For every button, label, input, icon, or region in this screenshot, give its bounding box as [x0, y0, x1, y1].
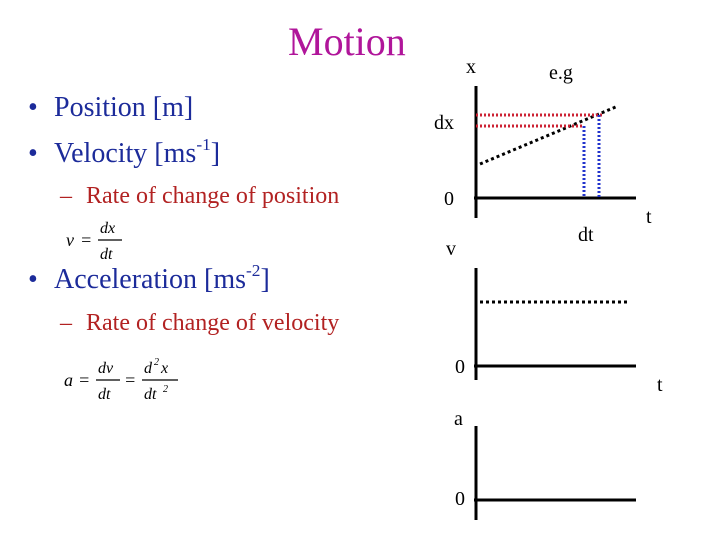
velocity-graph [474, 268, 636, 380]
acceleration-equation: a = dv dt = d 2 x dt 2 [64, 357, 178, 403]
bullet-dot: • [28, 264, 38, 295]
bullet-acceleration-close: ] [260, 264, 270, 295]
dx-label: dx [434, 112, 454, 134]
acceleration-graph [474, 426, 636, 520]
slide-title: Motion [288, 19, 406, 64]
eq-a-den2-exp: 2 [163, 384, 168, 395]
bullet-position-text: Position [m] [54, 92, 194, 123]
bullet-acceleration: • Acceleration [ms-2] [28, 260, 270, 296]
acceleration-unit-exponent: -2 [246, 260, 261, 280]
position-time-label: t [646, 206, 652, 228]
dt-label: dt [578, 224, 594, 246]
acceleration-subpoint-text: Rate of change of velocity [86, 310, 340, 336]
position-origin-label: 0 [444, 188, 454, 210]
eq-v-lhs: v [66, 230, 74, 250]
example-label: e.g [549, 62, 573, 84]
eq-a-num2-var: x [160, 360, 168, 377]
sub-dash: – [60, 183, 72, 209]
velocity-subpoint: – Rate of change of position [60, 183, 339, 210]
bullet-acceleration-text: Acceleration [ms [54, 264, 247, 295]
eq-a-num2-base: d [144, 360, 153, 377]
eq-a-num2-exp: 2 [154, 357, 159, 368]
eq-v-equals: = [80, 230, 92, 250]
velocity-equation: v = dx dt [66, 220, 122, 263]
velocity-time-label: t [657, 374, 663, 396]
position-axis-label: x [466, 56, 476, 78]
bullet-velocity-close: ] [210, 138, 221, 169]
velocity-origin-label: 0 [455, 356, 465, 378]
position-curve [479, 104, 619, 166]
bullet-velocity-text: Velocity [ms [54, 138, 197, 169]
eq-a-equals-1: = [78, 370, 90, 390]
eq-a-equals-2: = [124, 370, 136, 390]
eq-a-lhs: a [64, 370, 73, 390]
sub-dash: – [60, 310, 72, 336]
bullet-dot: • [28, 92, 38, 123]
eq-a-den1: dt [98, 386, 111, 403]
bullet-velocity: • Velocity [ms-1] [28, 134, 221, 170]
eq-v-denominator: dt [100, 246, 113, 263]
velocity-unit-exponent: -1 [196, 134, 211, 154]
acceleration-axis-label: a [454, 408, 463, 430]
acceleration-origin-label: 0 [455, 488, 465, 510]
bullet-position: • Position [m] [28, 92, 193, 124]
eq-a-num1: dv [98, 360, 114, 377]
velocity-subpoint-text: Rate of change of position [86, 183, 340, 209]
bullet-dot: • [28, 138, 38, 169]
eq-v-numerator: dx [100, 220, 115, 237]
velocity-axis-label: v [446, 238, 456, 260]
eq-a-den2-base: dt [144, 386, 157, 403]
acceleration-subpoint: – Rate of change of velocity [60, 310, 339, 337]
position-graph [474, 86, 636, 218]
